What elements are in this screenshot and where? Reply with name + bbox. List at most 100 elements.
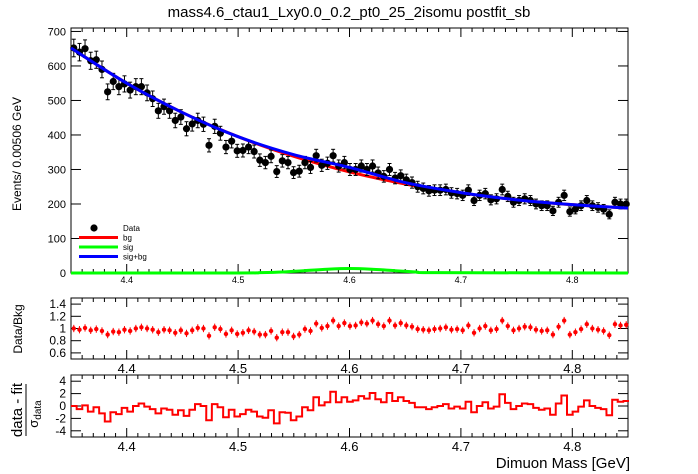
data-point xyxy=(205,141,213,149)
ratio-point xyxy=(251,329,257,334)
legend-label-bg: bg xyxy=(123,234,132,243)
ratio-point xyxy=(178,328,184,333)
ratio-point xyxy=(483,323,488,329)
data-point xyxy=(329,152,337,160)
x-axis-label: Dimuon Mass [GeV] xyxy=(496,455,630,472)
ratio-point xyxy=(297,332,302,337)
ratio-point xyxy=(206,333,212,339)
data-point xyxy=(273,167,281,176)
main-y-tick-label: 500 xyxy=(48,95,66,107)
ratio-point xyxy=(330,318,336,323)
data-point xyxy=(261,158,269,167)
pull-y-label-sigma: σ xyxy=(26,420,41,428)
ratio-point xyxy=(359,320,364,325)
data-point xyxy=(368,162,377,170)
legend-label-sigbg: sig+bg xyxy=(123,253,147,262)
main-y-tick-label: 200 xyxy=(48,199,66,211)
ratio-point xyxy=(488,328,494,333)
data-point xyxy=(312,152,320,160)
ratio-point xyxy=(578,326,584,332)
ratio-point xyxy=(246,328,251,333)
ratio-point xyxy=(336,323,341,329)
data-point xyxy=(104,88,112,96)
ratio-point xyxy=(387,318,392,323)
ratio-point xyxy=(285,329,291,335)
chart-title: mass4.6_ctau1_Lxy0.0_0.2_pt0_25_2isomu p… xyxy=(168,4,531,21)
pull-step-line xyxy=(71,390,629,425)
data-point xyxy=(222,143,230,151)
main-plot: Events/ 0.00506 GeV 4.4 4.5 4.6 4.7 4.8 0 100 2… xyxy=(10,26,630,285)
main-y-axis-label: Events/ 0.00506 GeV xyxy=(10,97,24,211)
ratio-point xyxy=(150,327,155,332)
ratio-point xyxy=(94,326,99,332)
ratio-point xyxy=(370,318,375,323)
ratio-point xyxy=(325,323,330,329)
ratio-point xyxy=(319,325,324,331)
data-point xyxy=(357,162,365,170)
data-point xyxy=(233,147,241,155)
ratio-point xyxy=(415,326,420,332)
data-point xyxy=(267,152,275,160)
ratio-point xyxy=(291,334,296,339)
ratio-point xyxy=(184,331,189,336)
ratio-point xyxy=(522,324,527,329)
ratio-point xyxy=(567,332,573,337)
ratio-point xyxy=(347,323,353,329)
ratio-point xyxy=(139,325,144,330)
ratio-point xyxy=(449,327,454,332)
pull-y-label-subscript: data xyxy=(33,400,44,420)
data-point xyxy=(301,158,309,167)
main-y-tick-label: 600 xyxy=(48,61,66,73)
sig-bg-curve xyxy=(70,46,629,210)
ratio-point xyxy=(516,326,522,331)
ratio-point xyxy=(584,322,589,327)
data-point xyxy=(115,83,123,91)
ratio-point xyxy=(223,331,229,337)
ratio-point xyxy=(71,326,76,331)
ratio-point xyxy=(99,328,105,334)
ratio-point xyxy=(477,326,482,331)
data-point xyxy=(318,161,326,169)
ratio-point xyxy=(353,323,358,328)
ratio-point xyxy=(167,328,172,333)
sig-curve xyxy=(70,267,629,275)
ratio-point xyxy=(127,328,133,334)
ratio-point xyxy=(466,323,471,328)
ratio-point xyxy=(437,326,443,331)
ratio-point xyxy=(235,331,240,337)
ratio-point xyxy=(404,323,409,328)
ratio-point xyxy=(556,324,561,329)
ratio-point xyxy=(624,322,629,328)
data-point xyxy=(188,120,196,128)
pull-y-label-numerator: data - fit xyxy=(9,382,26,437)
data-point xyxy=(560,191,568,199)
data-point xyxy=(289,168,298,177)
ratio-point xyxy=(573,329,578,335)
pull-x-tick-label: 4.6 xyxy=(340,439,358,454)
ratio-y-tick-label: 1 xyxy=(59,322,66,336)
ratio-point xyxy=(505,323,510,329)
pull-plot: data - fit σdata Dimuon Mass [GeV] 4.4 4.… xyxy=(9,374,630,472)
ratio-x-tick-label: 4.4 xyxy=(118,361,136,376)
data-point xyxy=(284,158,292,167)
data-point xyxy=(171,116,179,125)
ratio-point xyxy=(494,326,499,332)
ratio-point xyxy=(313,321,319,326)
ratio-point xyxy=(590,326,595,331)
ratio-point xyxy=(364,321,370,326)
ratio-point xyxy=(82,325,88,331)
data-point xyxy=(306,163,315,172)
ratio-y-tick-label: 1.2 xyxy=(49,309,66,323)
ratio-point xyxy=(190,328,195,333)
ratio-point xyxy=(116,329,122,335)
main-y-tick-label: 300 xyxy=(48,164,66,176)
ratio-x-tick-label: 4.5 xyxy=(229,361,247,376)
ratio-point xyxy=(375,322,381,327)
ratio-point xyxy=(443,325,449,330)
ratio-point xyxy=(421,327,426,332)
ratio-point xyxy=(274,335,279,340)
data-point xyxy=(81,45,89,53)
ratio-point xyxy=(432,326,437,332)
data-point xyxy=(109,77,117,86)
ratio-y-tick-label: 1.4 xyxy=(49,297,66,311)
